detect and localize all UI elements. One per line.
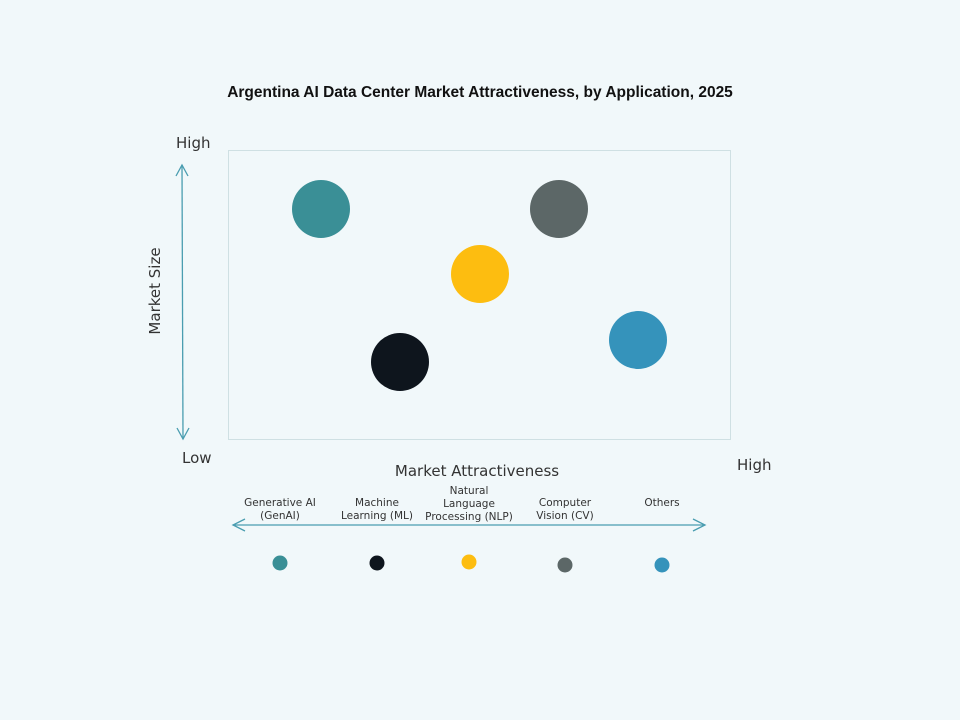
y-axis-arrow-line: [181, 164, 184, 440]
legend-swatch: [461, 554, 477, 570]
chart-title: Argentina AI Data Center Market Attracti…: [227, 84, 733, 101]
bubble-0: [292, 180, 350, 238]
legend-label: Computer Vision (CV): [536, 497, 594, 522]
legend-label: Natural Language Processing (NLP): [425, 485, 513, 523]
arrow-left-icon: [231, 518, 246, 532]
arrow-right-icon: [692, 518, 707, 532]
legend-swatch: [557, 557, 573, 573]
legend-label: Others: [644, 497, 680, 509]
legend-label: Machine Learning (ML): [340, 497, 414, 522]
x-axis-title: Market Attractiveness: [394, 462, 560, 480]
legend-label: Generative AI (GenAI): [244, 497, 316, 522]
arrow-down-icon: [176, 427, 190, 441]
bubble-4: [609, 311, 667, 369]
bubble-2: [451, 245, 509, 303]
bubble-3: [530, 180, 588, 238]
legend-swatch: [654, 557, 670, 573]
bubble-1: [371, 333, 429, 391]
arrow-up-icon: [175, 163, 189, 177]
plot-area: [228, 150, 731, 440]
x-axis-high-label: High: [737, 456, 772, 474]
legend-swatch: [272, 555, 288, 571]
legend-swatch: [369, 555, 385, 571]
y-axis-high-label: High: [176, 134, 211, 152]
y-axis-low-label: Low: [182, 449, 212, 467]
